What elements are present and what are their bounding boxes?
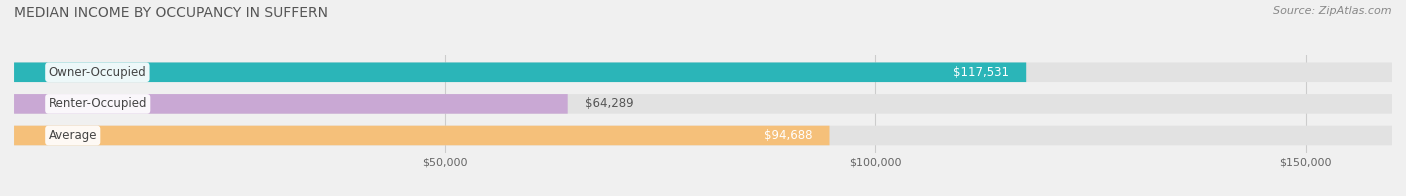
Text: Source: ZipAtlas.com: Source: ZipAtlas.com [1274,6,1392,16]
FancyBboxPatch shape [14,94,1392,114]
FancyBboxPatch shape [14,126,1392,145]
Text: MEDIAN INCOME BY OCCUPANCY IN SUFFERN: MEDIAN INCOME BY OCCUPANCY IN SUFFERN [14,6,328,20]
Text: $64,289: $64,289 [585,97,634,110]
FancyBboxPatch shape [14,126,830,145]
FancyBboxPatch shape [14,63,1392,82]
Text: Owner-Occupied: Owner-Occupied [48,66,146,79]
FancyBboxPatch shape [14,63,1026,82]
Text: Average: Average [48,129,97,142]
Text: $94,688: $94,688 [763,129,813,142]
FancyBboxPatch shape [14,94,568,114]
Text: $117,531: $117,531 [953,66,1010,79]
Text: Renter-Occupied: Renter-Occupied [48,97,148,110]
